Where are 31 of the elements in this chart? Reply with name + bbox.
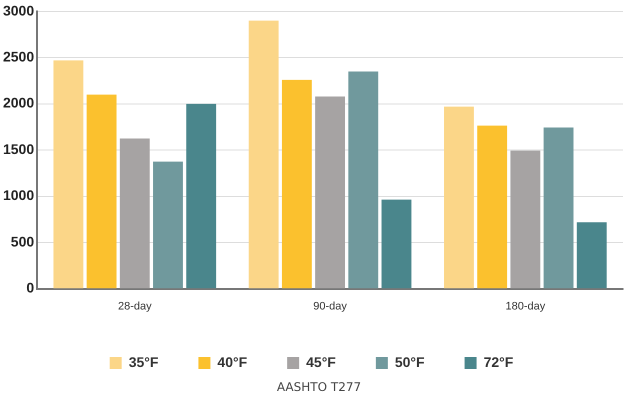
y-tick-label: 0: [26, 280, 34, 296]
bar: [282, 80, 312, 288]
y-tick-label: 2500: [2, 48, 34, 64]
y-tick-label: 1000: [2, 187, 34, 204]
bar: [510, 150, 540, 288]
bar: [248, 20, 279, 288]
bar: [544, 127, 574, 288]
legend-label: 40°F: [217, 354, 248, 370]
y-tick-label: 3000: [2, 2, 34, 18]
bar: [186, 104, 216, 288]
bar: [120, 138, 150, 288]
bar: [315, 96, 346, 288]
bar: [86, 94, 117, 288]
legend-label: 35°F: [128, 354, 159, 370]
bar: [444, 106, 474, 288]
bar: [153, 162, 183, 288]
y-tick-label: 1500: [2, 140, 34, 157]
bar: [53, 60, 84, 288]
y-tick-label: 500: [10, 233, 34, 250]
x-tick-label: 180-day: [505, 300, 546, 312]
bar: [576, 222, 607, 288]
y-tick-label: 2000: [2, 94, 34, 111]
legend-label: 50°F: [394, 354, 426, 370]
bar: [348, 72, 378, 288]
bar: [382, 200, 412, 288]
legend-label: 72°F: [484, 354, 514, 370]
legend-label: 45°F: [306, 354, 336, 370]
x-tick-label: 90-day: [313, 300, 348, 312]
bar: [477, 126, 508, 288]
text: AASHTO T277: [276, 380, 362, 394]
x-tick-label: 28-day: [118, 300, 152, 312]
